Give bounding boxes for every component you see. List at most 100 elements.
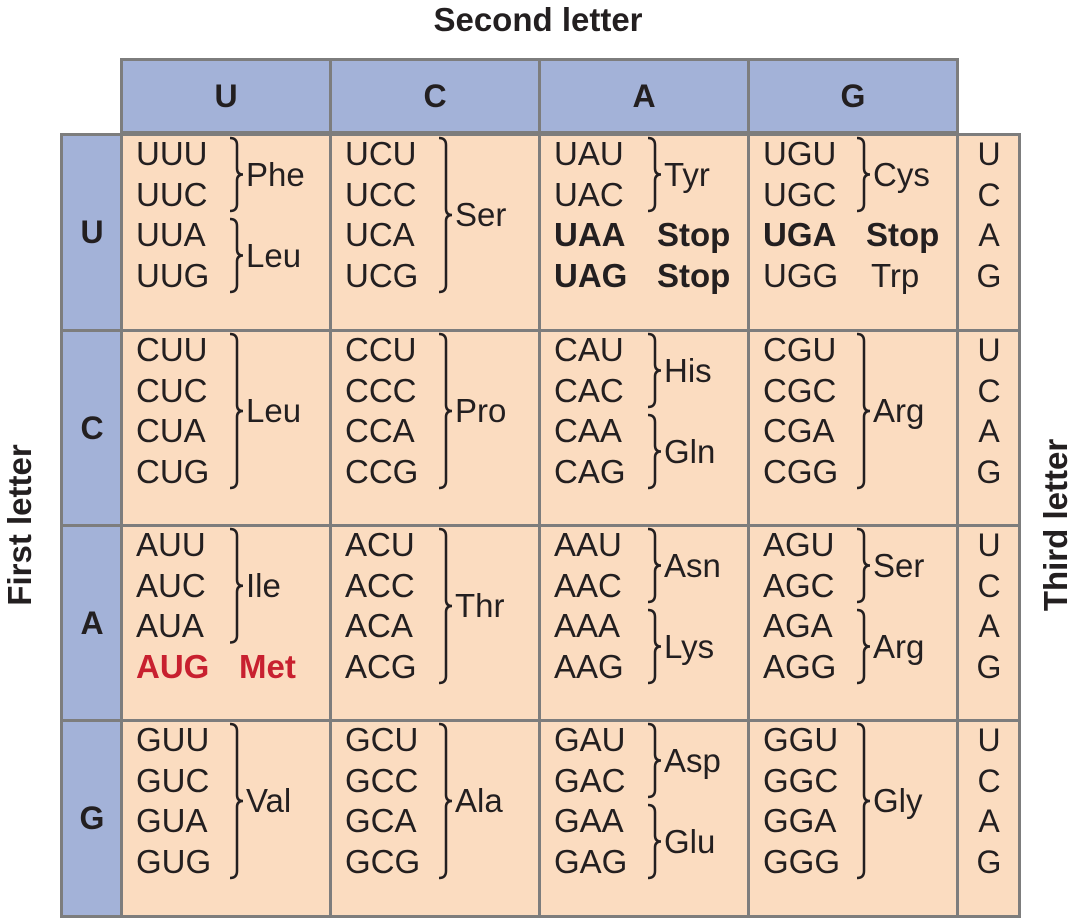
brace-icon: [647, 136, 662, 213]
codon-cell: UGU UGC UGA UGG Cys Stop Trp: [747, 133, 959, 332]
codon: AGU: [763, 526, 835, 563]
brace-icon: [856, 722, 871, 880]
brace-icon: [856, 332, 871, 490]
codon-cell: AAU AAC AAA AAG Asn Lys: [538, 524, 750, 723]
third-letter: C: [977, 372, 1001, 409]
codon: UUU: [136, 135, 208, 172]
amino-acid-label: Tyr: [664, 155, 710, 193]
brace-icon: [438, 527, 453, 685]
second-letter-title: Second letter: [433, 1, 643, 38]
amino-acid-label: Pro: [455, 392, 507, 429]
codon: CUG: [136, 452, 210, 490]
brace-icon: [438, 136, 453, 294]
codon: ACA: [345, 607, 413, 644]
codon: ACU: [345, 526, 415, 563]
codon: CGU: [763, 331, 837, 368]
codon: AGC: [763, 566, 835, 604]
codon: UCC: [345, 175, 417, 213]
codon: CAA: [554, 412, 622, 449]
codon: GUC: [136, 761, 210, 799]
codon: GCG: [345, 842, 421, 880]
third-letter: A: [978, 413, 1000, 449]
codon-cell: CUU CUC CUA CUG Leu: [120, 329, 332, 528]
codon: AAU: [554, 526, 622, 563]
codon: AUU: [136, 526, 206, 563]
codon: GCU: [345, 721, 419, 758]
brace-icon: [229, 136, 244, 213]
brace-icon: [647, 413, 662, 490]
stop-label: Stop: [657, 216, 731, 253]
codon: UAC: [554, 175, 624, 213]
amino-acid-label: Gln: [664, 432, 716, 470]
codon: GAG: [554, 842, 628, 880]
amino-acid-label: Phe: [246, 155, 305, 193]
codon-cell: CAU CAC CAA CAG His Gln: [538, 329, 750, 528]
codon: CGA: [763, 412, 835, 449]
third-letter: A: [978, 608, 1000, 644]
first-letter-header: A: [60, 524, 124, 723]
first-letter-header: G: [60, 719, 124, 918]
brace-icon: [229, 217, 244, 294]
brace-icon: [229, 332, 244, 490]
codon: AUA: [136, 607, 204, 644]
amino-acid-label: Ala: [455, 782, 503, 819]
codon-cell: UAU UAC UAA UAG Tyr Stop Stop: [538, 133, 750, 332]
brace-icon: [438, 332, 453, 490]
first-letter-title: First letter: [1, 444, 38, 606]
codon-cell: GAU GAC GAA GAG Asp Glu: [538, 719, 750, 918]
codon: AAG: [554, 647, 624, 685]
second-letter-header: C: [329, 58, 541, 134]
codon: GGG: [763, 842, 841, 880]
codon: CGG: [763, 452, 839, 490]
codon: AUG: [136, 647, 210, 685]
codon: UGA: [763, 216, 837, 253]
amino-acid-label: Ile: [246, 566, 281, 604]
codon: UAA: [554, 216, 626, 253]
third-letter: U: [977, 332, 1001, 368]
codon: AGA: [763, 607, 833, 644]
third-letter: G: [976, 843, 1002, 880]
amino-acid-label: Cys: [873, 155, 930, 193]
stop-label: Stop: [657, 256, 731, 294]
codon: CCC: [345, 371, 417, 409]
codon: GUU: [136, 721, 210, 758]
codon-cell: ACU ACC ACA ACG Thr: [329, 524, 541, 723]
codon: UUA: [136, 216, 206, 253]
codon: UAU: [554, 135, 624, 172]
brace-icon: [856, 527, 871, 604]
amino-acid-label: His: [664, 351, 712, 389]
third-letter: G: [976, 453, 1002, 490]
first-letter-header: U: [60, 133, 124, 332]
codon: GAU: [554, 721, 626, 758]
codon: AAC: [554, 566, 622, 604]
third-letter: A: [978, 803, 1000, 839]
third-letter: U: [977, 136, 1001, 172]
codon: AGG: [763, 647, 837, 685]
codon: CCA: [345, 412, 415, 449]
codon: UCG: [345, 256, 419, 294]
codon-cell: UCU UCC UCA UCG Ser: [329, 133, 541, 332]
amino-acid-label: Asp: [664, 741, 721, 779]
codon: AAA: [554, 607, 621, 644]
second-letter-header: U: [120, 58, 332, 134]
third-letter: G: [976, 257, 1002, 294]
brace-icon: [438, 722, 453, 880]
codon: UCA: [345, 216, 415, 253]
brace-icon: [229, 722, 244, 880]
brace-icon: [647, 608, 662, 685]
codon: GUG: [136, 842, 212, 880]
codon: UGC: [763, 175, 837, 213]
second-letter-header: G: [747, 58, 959, 134]
brace-icon: [647, 803, 662, 880]
codon: GGA: [763, 802, 837, 839]
third-letter: U: [977, 722, 1001, 758]
codon: ACG: [345, 647, 417, 685]
third-letter: C: [977, 567, 1001, 604]
amino-acid-label: Arg: [873, 627, 925, 665]
codon-cell: UUU UUC UUA UUG Phe Leu: [120, 133, 332, 332]
amino-acid-label: Asn: [664, 546, 721, 584]
codon-cell: GCU GCC GCA GCG Ala: [329, 719, 541, 918]
codon-cell: AGU AGC AGA AGG Ser Arg: [747, 524, 959, 723]
